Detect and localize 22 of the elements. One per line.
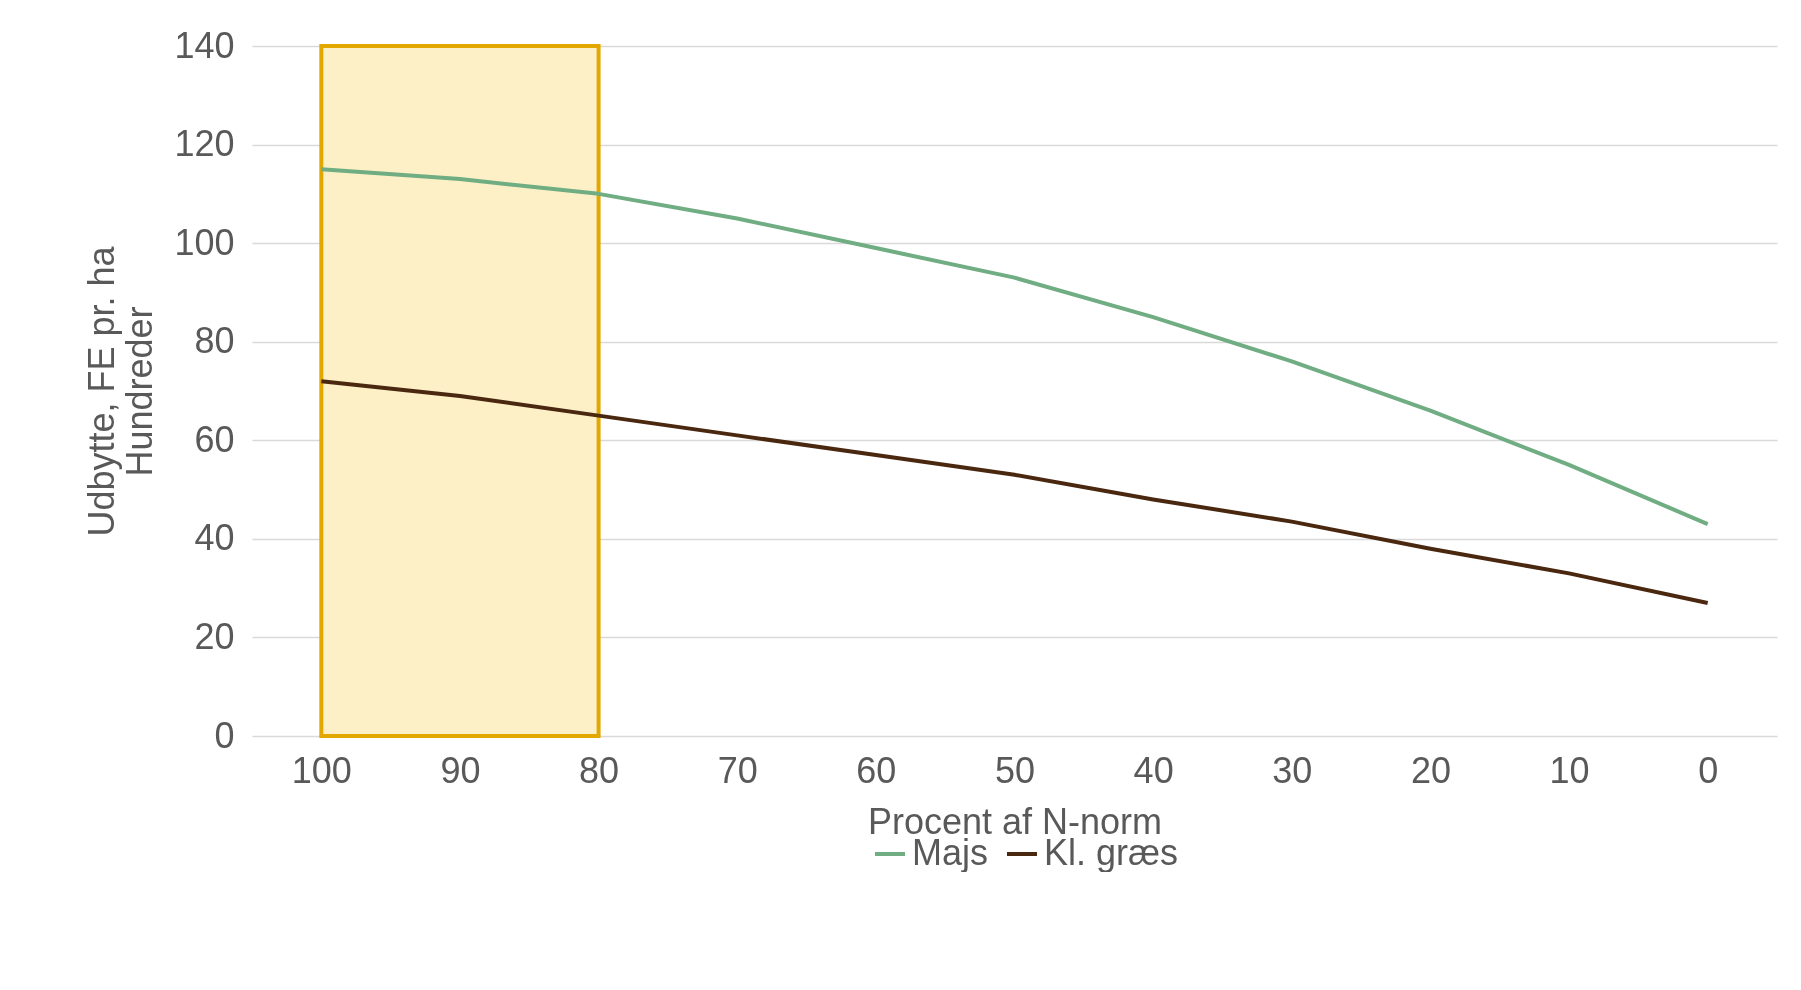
y-tick-label: 120 — [174, 123, 235, 165]
line-series — [319, 379, 1710, 605]
x-tick-label: 10 — [1549, 749, 1590, 791]
y-tick-label: 40 — [194, 517, 235, 559]
y-tick-label: 80 — [194, 320, 235, 362]
x-tick-label: 70 — [717, 749, 758, 791]
x-tick-label: 90 — [440, 749, 481, 791]
x-tick-label: 60 — [856, 749, 897, 791]
y-tick-label: 100 — [174, 221, 235, 263]
x-tick-label: 40 — [1133, 749, 1174, 791]
y-tick-label: 20 — [194, 615, 235, 657]
x-tick-label: 30 — [1272, 749, 1313, 791]
x-tick-label: 50 — [994, 749, 1036, 791]
line-series — [319, 167, 1710, 527]
y-tick-label: 0 — [214, 714, 235, 756]
y-axis-title: Udbytte, FE pr. ha — [81, 245, 123, 537]
x-tick-label: 100 — [291, 749, 352, 791]
y-tick-label: 140 — [174, 24, 235, 66]
x-tick-label: 80 — [579, 749, 620, 791]
y-tick-label: 60 — [194, 418, 235, 460]
x-tick-label: 0 — [1698, 749, 1719, 791]
x-tick-label: 20 — [1410, 749, 1451, 791]
